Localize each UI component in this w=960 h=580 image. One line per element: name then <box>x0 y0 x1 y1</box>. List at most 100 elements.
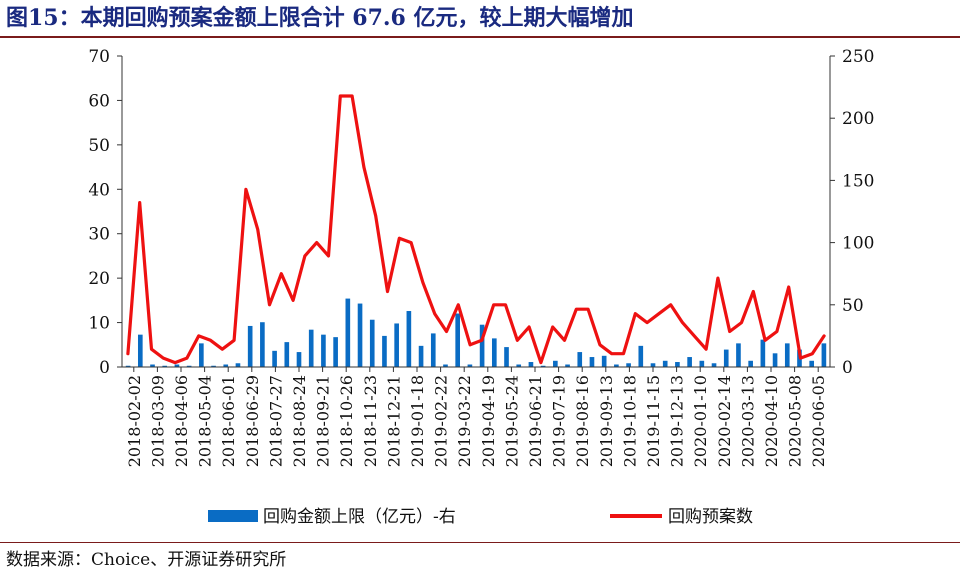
x-tick-label: 2018-04-06 <box>172 375 191 467</box>
bar <box>650 363 656 367</box>
legend-line-label: 回购预案数 <box>668 507 753 527</box>
left-tick-label: 0 <box>99 358 110 378</box>
x-tick-label: 2019-12-13 <box>668 375 687 467</box>
right-tick-label: 100 <box>842 234 874 254</box>
x-tick-label: 2019-08-16 <box>573 375 592 467</box>
right-tick-label: 50 <box>842 296 864 316</box>
source-divider <box>0 542 960 543</box>
bar <box>382 335 387 367</box>
bar <box>443 364 448 367</box>
chart-container: 0 10 20 30 40 50 60 70 0 50 100 150 200 250 2018-02-02… <box>0 40 960 540</box>
bar <box>406 311 412 367</box>
bar <box>199 343 204 367</box>
bar <box>430 333 436 367</box>
bar <box>369 319 375 367</box>
bar <box>760 339 766 367</box>
x-tick-label: 2018-02-02 <box>125 375 144 467</box>
bar <box>418 345 424 367</box>
axes-layer: 0 10 20 30 40 50 60 70 0 50 100 150 200 250 2018-02-02… <box>88 47 874 467</box>
bar <box>528 362 534 367</box>
bar <box>284 342 290 367</box>
bar <box>601 355 607 367</box>
x-tick-label: 2020-05-08 <box>786 375 805 467</box>
x-tick-label: 2018-10-26 <box>337 375 356 467</box>
left-tick-label: 60 <box>88 91 110 111</box>
x-tick-label: 2020-06-05 <box>809 375 828 467</box>
bar <box>711 363 717 367</box>
left-tick-label: 20 <box>88 269 110 289</box>
bar <box>296 352 302 367</box>
left-tick-label: 50 <box>88 136 110 156</box>
x-tick-label: 2018-08-24 <box>290 375 309 467</box>
bar <box>467 364 473 367</box>
bar <box>125 365 131 367</box>
bar <box>308 329 314 367</box>
bar <box>211 365 216 367</box>
bar <box>186 365 192 367</box>
x-tick-label: 2019-03-22 <box>455 375 474 467</box>
bar <box>162 365 168 367</box>
bar <box>821 343 827 367</box>
x-tick-label: 2019-07-19 <box>550 375 569 467</box>
bar <box>662 360 668 367</box>
repurchase-chart: 0 10 20 30 40 50 60 70 0 50 100 150 200 250 2018-02-02… <box>88 47 874 527</box>
series-line-plan-count <box>126 94 826 365</box>
bar <box>772 353 778 367</box>
bar <box>784 343 790 367</box>
x-tick-label: 2019-11-15 <box>644 375 663 467</box>
bar <box>577 352 583 367</box>
legend: 回购金额上限（亿元）-右 回购预案数 <box>208 507 753 527</box>
x-tick-label: 2018-05-04 <box>196 375 215 467</box>
bar <box>504 347 509 367</box>
x-tick-label: 2018-09-21 <box>314 375 333 467</box>
left-tick-label: 70 <box>88 47 110 67</box>
bar <box>357 303 363 367</box>
bar <box>565 364 570 367</box>
bar <box>540 365 546 367</box>
right-tick-label: 0 <box>842 358 853 378</box>
x-tick-label: 2019-02-22 <box>432 375 451 467</box>
legend-bar-swatch <box>208 510 258 522</box>
x-tick-label: 2019-10-18 <box>620 375 639 467</box>
bar <box>675 362 680 367</box>
x-tick-label: 2020-04-10 <box>762 375 781 467</box>
title-divider <box>0 36 960 38</box>
right-tick-label: 150 <box>842 171 874 191</box>
x-tick-label: 2019-06-21 <box>526 375 545 467</box>
bar <box>614 364 619 367</box>
bar <box>260 322 265 367</box>
legend-bar-label: 回购金额上限（亿元）-右 <box>263 507 456 527</box>
x-tick-label: 2019-05-24 <box>502 375 521 467</box>
x-tick-label: 2019-09-13 <box>597 375 616 467</box>
bar <box>589 357 595 367</box>
right-tick-label: 200 <box>842 109 874 129</box>
bar <box>272 350 277 367</box>
bar <box>235 363 241 367</box>
bar <box>748 360 753 367</box>
bar <box>333 337 338 367</box>
bar <box>455 313 461 367</box>
bar <box>150 364 155 367</box>
bar <box>687 357 692 367</box>
bar <box>516 364 522 367</box>
x-tick-label: 2019-01-18 <box>408 375 427 467</box>
x-tick-label: 2018-06-29 <box>243 375 262 467</box>
bar <box>174 364 180 367</box>
bar <box>553 360 558 367</box>
bar <box>247 325 253 367</box>
x-tick-label: 2019-04-19 <box>479 375 498 467</box>
bar <box>137 334 143 367</box>
bar <box>345 298 351 367</box>
bar <box>809 360 815 367</box>
bar <box>394 323 399 367</box>
x-tick-label: 2018-11-23 <box>361 375 380 467</box>
x-tick-label: 2020-02-14 <box>715 375 734 467</box>
left-tick-label: 30 <box>88 225 110 245</box>
x-tick-label: 2018-12-21 <box>384 375 403 467</box>
bar <box>723 349 729 367</box>
bar <box>736 343 741 367</box>
x-tick-label: 2018-06-01 <box>219 375 238 467</box>
x-tick-label: 2018-07-27 <box>266 375 285 467</box>
bar <box>479 324 485 367</box>
left-tick-label: 40 <box>88 180 110 200</box>
